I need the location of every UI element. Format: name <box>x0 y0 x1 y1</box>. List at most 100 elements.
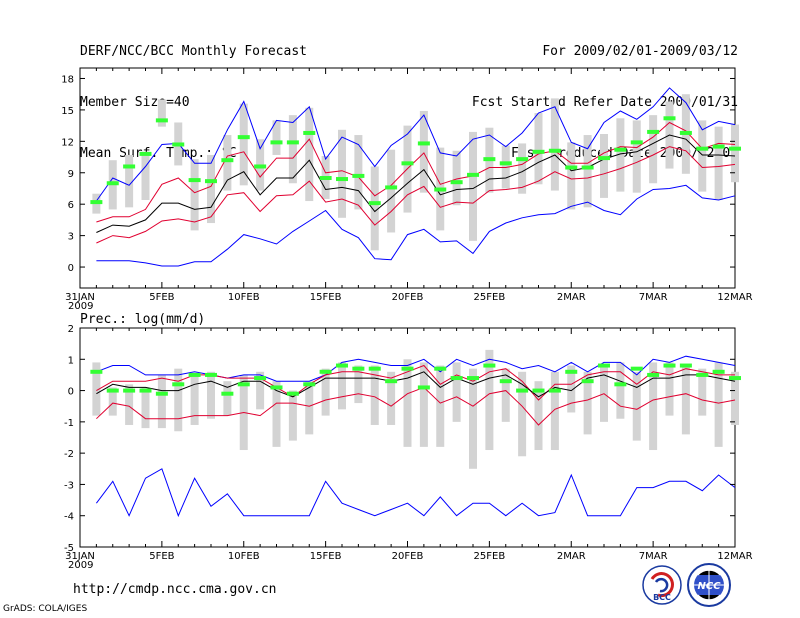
precipitation-ensemble-dash <box>123 388 136 393</box>
precipitation-y-tick-label: -3 <box>64 480 74 491</box>
temperature-ensemble-dash <box>483 157 496 162</box>
precipitation-ensemble-dash <box>647 372 660 377</box>
precipitation-x-tick-label: 31JAN <box>65 551 95 562</box>
temperature-spread-bar <box>272 120 281 155</box>
precipitation-ensemble-dash <box>581 379 594 384</box>
precipitation-spread-bar <box>207 371 215 419</box>
source-url[interactable]: http://cmdp.ncc.cma.gov.cn <box>73 582 277 597</box>
precipitation-y-tick-label: 0 <box>68 387 74 398</box>
temperature-spread-bar <box>600 134 608 198</box>
temperature-spread-bar <box>190 159 199 231</box>
precipitation-ensemble-dash <box>450 376 463 381</box>
temperature-ensemble-dash <box>188 178 201 183</box>
temperature-ensemble-dash <box>696 146 709 151</box>
temperature-x-tick-label: 10FEB <box>228 292 260 303</box>
precipitation-ensemble-dash <box>319 369 332 374</box>
precipitation-spread-bar <box>501 368 510 422</box>
precipitation-ensemble-dash <box>434 366 447 371</box>
temperature-x-tick-label: 20FEB <box>392 292 424 303</box>
temperature-spread-bar <box>239 103 248 186</box>
temperature-spread-bar <box>534 113 543 185</box>
precipitation-min-line <box>95 468 736 518</box>
precipitation-ensemble-dash <box>565 369 578 374</box>
precipitation-y-tick-label: -2 <box>64 449 74 460</box>
precipitation-ensemble-dash <box>679 363 692 368</box>
bcc-logo: BCC <box>642 565 682 605</box>
precipitation-spread-bar <box>681 365 690 435</box>
precipitation-spread-bar <box>223 381 232 416</box>
temperature-spread-bar <box>354 135 363 210</box>
precipitation-spread-bar <box>469 368 477 469</box>
temperature-ensemble-dash <box>270 140 283 145</box>
temperature-spread-bar <box>419 110 428 193</box>
precipitation-spread-bar <box>649 362 658 451</box>
precipitation-spread-bar <box>354 365 363 404</box>
temperature-ensemble-dash <box>336 177 348 182</box>
precip-title: Prec.: log(mm/d) <box>80 312 206 327</box>
temperature-ensemble-dash <box>450 180 463 185</box>
temperature-spread-bar <box>370 166 379 251</box>
temperature-ensemble-dash <box>647 129 660 134</box>
precipitation-spread-bar <box>567 365 576 413</box>
precipitation-ensemble-dash <box>385 379 398 384</box>
temperature-min-line <box>96 184 736 267</box>
temperature-ensemble-dash <box>352 173 365 178</box>
temperature-ensemble-dash <box>499 161 512 166</box>
temperature-ensemble-dash <box>303 130 316 135</box>
precipitation-x-tick-label: 25FEB <box>474 551 506 562</box>
precipitation-ensemble-dash <box>352 366 365 371</box>
precipitation-spread-bar <box>272 381 281 447</box>
precipitation-x-year-label: 2009 <box>68 560 93 571</box>
precipitation-spread-bar <box>125 384 134 425</box>
temperature-spread-bar <box>223 135 232 191</box>
temperature-spread-bar <box>550 98 559 191</box>
precipitation-ensemble-dash <box>106 388 119 393</box>
temperature-y-tick-label: 18 <box>61 74 74 85</box>
temperature-x-tick-label: 5FEB <box>149 292 174 303</box>
precipitation-spread-bar <box>338 362 346 410</box>
temperature-x-tick-label: 12MAR <box>717 292 752 303</box>
precipitation-spread-bar <box>583 371 592 435</box>
temperature-ensemble-dash <box>90 200 103 205</box>
precipitation-spread-bar <box>419 362 428 447</box>
precipitation-x-tick-label: 2MAR <box>557 551 586 562</box>
precipitation-spread-bar <box>714 362 723 447</box>
precipitation-spread-bar <box>157 374 166 429</box>
precipitation-spread-bar <box>452 362 461 422</box>
precipitation-mean-line <box>96 371 736 398</box>
temperature-spread-bar <box>649 115 658 184</box>
precipitation-x-tick-label: 12MAR <box>717 551 752 562</box>
precipitation-ensemble-dash <box>188 372 201 377</box>
precipitation-ensemble-dash <box>729 376 741 381</box>
precipitation-x-tick-label: 15FEB <box>310 551 342 562</box>
precipitation-spread-bar <box>108 387 117 416</box>
precipitation-ensemble-dash <box>712 369 725 374</box>
precipitation-ensemble-dash <box>303 382 316 387</box>
precipitation-spread-bar <box>632 371 641 441</box>
temperature-y-tick-label: 0 <box>68 263 74 274</box>
precipitation-spread-bar <box>436 365 445 447</box>
temperature-ensemble-dash <box>679 130 692 135</box>
temperature-y-tick-label: 6 <box>68 200 74 211</box>
precipitation-spread-bar <box>256 371 265 410</box>
precipitation-ensemble-dash <box>696 372 709 377</box>
ncc-logo: NCC <box>687 563 731 607</box>
precipitation-spread-bar <box>616 362 625 419</box>
temperature-spread-bar <box>125 154 134 208</box>
temperature-spread-bar <box>714 126 723 200</box>
precipitation-x-tick-label: 7MAR <box>639 551 668 562</box>
temperature-spread-bar <box>387 149 396 233</box>
precipitation-ensemble-dash <box>237 382 250 387</box>
precipitation-upper-quartile-line <box>96 364 735 401</box>
precipitation-ensemble-dash <box>368 366 381 371</box>
precipitation-spread-bar <box>518 371 527 457</box>
precipitation-spread-bar <box>403 359 412 447</box>
temperature-ensemble-dash <box>516 157 529 162</box>
precipitation-ensemble-dash <box>548 388 561 393</box>
precipitation-ensemble-dash <box>205 372 217 377</box>
precipitation-spread-bar <box>485 349 494 451</box>
temperature-ensemble-dash <box>286 140 299 145</box>
bcc-logo-text: BCC <box>653 593 671 602</box>
